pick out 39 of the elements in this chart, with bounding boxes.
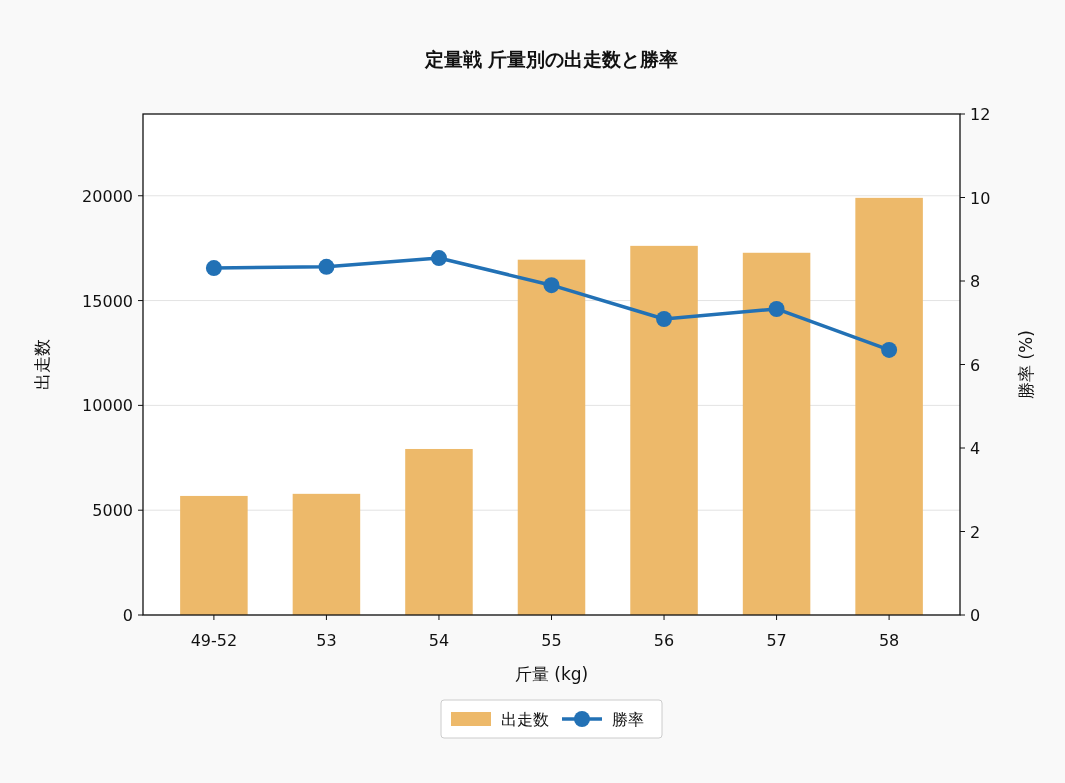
x-tick-label: 56 bbox=[653, 631, 675, 650]
point bbox=[543, 277, 560, 294]
y2-tick-label: 10 bbox=[970, 188, 991, 208]
point bbox=[430, 250, 447, 267]
bar bbox=[180, 495, 248, 615]
y-tick-label: 5000 bbox=[92, 501, 133, 521]
bar bbox=[630, 245, 698, 615]
y-tick-label: 10000 bbox=[82, 396, 133, 416]
point bbox=[205, 260, 222, 277]
bar bbox=[292, 493, 361, 615]
point bbox=[656, 310, 673, 327]
legend-label: 出走数 bbox=[501, 710, 549, 729]
y-axis-title: 出走数 bbox=[32, 339, 52, 390]
bar bbox=[855, 197, 923, 615]
point bbox=[881, 341, 898, 358]
y2-axis-title: 勝率 (%) bbox=[1016, 330, 1036, 399]
y2-tick-label: 2 bbox=[970, 522, 981, 542]
chart-title: 定量戦 斤量別の出走数と勝率 bbox=[423, 48, 679, 70]
y2-tick-label: 8 bbox=[970, 272, 981, 291]
x-tick-label: 54 bbox=[428, 631, 450, 650]
y-tick-label: 0 bbox=[122, 606, 133, 625]
y2-tick-label: 12 bbox=[970, 105, 991, 124]
y2-tick-label: 0 bbox=[970, 606, 981, 625]
x-tick-label: 57 bbox=[766, 631, 787, 650]
point bbox=[768, 300, 785, 317]
x-tick-label: 55 bbox=[541, 631, 562, 650]
x-tick-label: 53 bbox=[316, 631, 337, 650]
y2-tick-label: 4 bbox=[970, 439, 981, 458]
bar bbox=[517, 259, 586, 615]
bar bbox=[742, 252, 811, 615]
y-tick-label: 20000 bbox=[82, 186, 133, 206]
x-tick-label: 49-52 bbox=[190, 631, 238, 650]
bar bbox=[405, 448, 473, 615]
x-axis-title: 斤量 (kg) bbox=[514, 664, 589, 684]
y-tick-label: 15000 bbox=[82, 291, 133, 311]
legend-label: 勝率 bbox=[612, 710, 644, 729]
x-tick-label: 58 bbox=[878, 631, 900, 650]
y2-tick-label: 6 bbox=[970, 355, 981, 375]
point bbox=[318, 258, 335, 275]
